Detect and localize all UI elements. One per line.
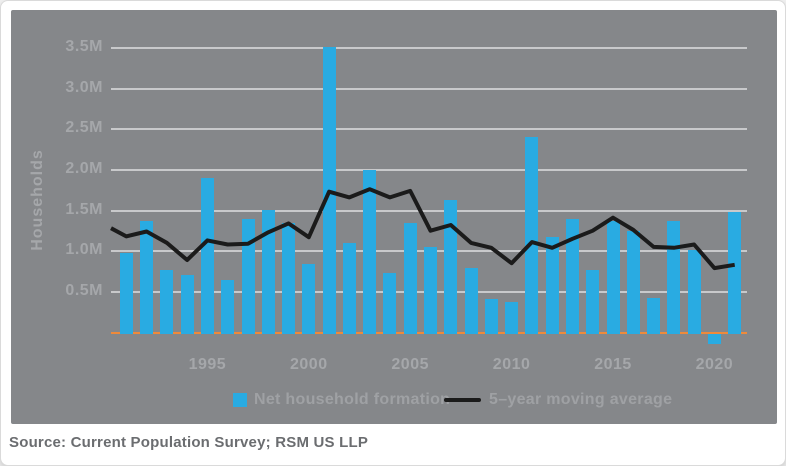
bar-2006 [424,246,437,335]
bar-2021 [728,212,742,335]
bar-2011 [525,137,539,335]
y-tick-2.5M: 2.5M [65,119,103,137]
bar-1996 [221,280,235,335]
bar-2005 [403,222,417,335]
legend-bar-swatch [233,393,247,407]
x-tick-2010: 2010 [492,356,531,373]
y-tick-0.5M: 0.5M [65,281,103,299]
bar-2016 [626,230,640,335]
x-tick-2005: 2005 [391,356,429,373]
y-tick-1.0M: 1.0M [65,241,103,259]
y-tick-1.5M: 1.5M [65,200,103,218]
bar-2014 [586,269,600,335]
legend-bar-label: Net household formation [254,391,451,408]
bar-1993 [160,269,174,335]
bar-1992 [140,220,154,335]
x-tick-1995: 1995 [188,356,227,373]
bar-2015 [606,220,620,335]
y-tick-3.0M: 3.0M [65,78,103,96]
bar-2019 [687,250,701,335]
x-tick-2020: 2020 [695,356,734,373]
bar-1998 [261,209,275,335]
source-text: Source: Current Population Survey; RSM U… [9,434,369,451]
bar-2000 [302,264,316,335]
bar-2008 [464,268,478,335]
bar-2002 [342,242,356,335]
legend-line-swatch [444,398,481,402]
gridline-3.5M [111,46,747,49]
y-tick-3.5M: 3.5M [65,37,103,55]
bar-2007 [444,199,458,335]
bar-2012 [545,237,559,335]
bar-2010 [505,302,519,335]
bar-2003 [363,169,377,335]
bar-2017 [647,298,661,335]
bar-1994 [180,275,194,335]
bar-1995 [200,177,214,335]
bar-2004 [383,273,397,335]
gridline-2.0M [111,168,747,171]
bar-2018 [667,220,681,335]
x-tick-2015: 2015 [594,356,632,373]
bar-1991 [119,252,133,335]
bar-2009 [484,299,498,335]
bar-2001 [322,46,336,335]
bar-1997 [241,218,255,335]
gridline-2.5M [111,128,747,131]
gridline-3.0M [111,87,747,90]
chart-panel: Households 3.5M 3.0M 2.5M 2.0M 1.5M 1.0M 0.5M … [11,10,777,424]
bar-2020 [707,334,721,344]
y-tick-2.0M: 2.0M [65,159,103,177]
bar-1999 [282,222,295,335]
x-tick-2000: 2000 [290,356,328,373]
legend-line-label: 5–year moving average [489,391,673,408]
bar-2013 [566,219,579,335]
